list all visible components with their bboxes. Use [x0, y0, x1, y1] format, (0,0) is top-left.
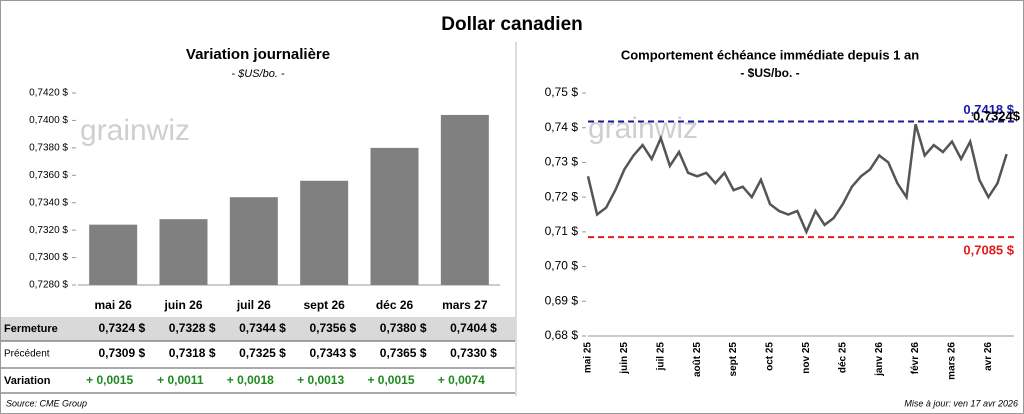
- x-tick-label: nov 25: [801, 342, 812, 374]
- table-cell: + 0,0015: [86, 373, 133, 387]
- table-cell: 0,7365 $: [380, 346, 427, 360]
- updated: Mise à jour: ven 17 avr 2026: [904, 398, 1018, 408]
- bar: [300, 180, 349, 285]
- y-tick-label: 0,70 $: [545, 259, 579, 273]
- value-label: 0,7328 $: [169, 321, 216, 335]
- bar: [159, 219, 208, 285]
- y-tick-label: 0,7320 $: [29, 225, 68, 236]
- reference-label: 0,7085 $: [963, 243, 1014, 258]
- y-tick-label: 0,7420 $: [29, 88, 68, 99]
- y-tick-label: 0,7380 $: [29, 142, 68, 153]
- table-cell: 0,7330 $: [450, 346, 497, 360]
- x-tick-label: mai 25: [583, 342, 594, 374]
- y-tick-label: 0,7400 $: [29, 115, 68, 126]
- chart-title: Variation journalière: [186, 46, 330, 63]
- bar: [440, 114, 489, 285]
- chart-subtitle: - $US/bo. -: [740, 66, 799, 80]
- y-tick-label: 0,68 $: [545, 328, 579, 342]
- x-tick-label: oct 25: [765, 342, 776, 371]
- row-label: Fermeture: [4, 323, 58, 335]
- y-tick-label: 0,7300 $: [29, 252, 68, 263]
- y-tick-label: 0,73 $: [545, 155, 579, 169]
- x-tick-label: mars 26: [947, 342, 958, 380]
- row-label: Variation: [4, 375, 51, 387]
- table-cell: 0,7343 $: [309, 346, 356, 360]
- y-tick-label: 0,71 $: [545, 224, 579, 238]
- y-tick-label: 0,7280 $: [29, 280, 68, 291]
- x-tick-label: juin 25: [619, 342, 630, 375]
- value-label: 0,7356 $: [309, 321, 356, 335]
- value-label: 0,7324 $: [98, 321, 145, 335]
- y-tick-label: 0,7360 $: [29, 170, 68, 181]
- x-tick-label: mars 27: [442, 298, 488, 312]
- bar: [370, 147, 419, 285]
- table-cell: 0,7309 $: [98, 346, 145, 360]
- reference-label: 0,7418 $: [963, 102, 1014, 117]
- y-tick-label: 0,7340 $: [29, 197, 68, 208]
- chart-title: Comportement échéance immédiate depuis 1…: [621, 47, 919, 62]
- value-label: 0,7404 $: [450, 321, 497, 335]
- x-tick-label: avr 26: [983, 342, 994, 371]
- x-tick-label: déc 26: [376, 298, 414, 312]
- watermark: grainwiz: [80, 114, 190, 147]
- table-cell: 0,7325 $: [239, 346, 286, 360]
- watermark: grainwiz: [588, 112, 698, 145]
- table-cell: + 0,0015: [367, 373, 414, 387]
- table-cell: + 0,0018: [227, 373, 274, 387]
- x-tick-label: juil 25: [655, 342, 666, 372]
- bar: [89, 224, 138, 285]
- x-tick-label: juil 26: [236, 298, 271, 312]
- row-label: Précédent: [4, 349, 50, 360]
- x-tick-label: août 25: [692, 342, 703, 377]
- table-cell: + 0,0011: [157, 373, 204, 387]
- x-tick-label: janv 26: [874, 342, 885, 377]
- x-tick-label: sept 26: [303, 298, 345, 312]
- x-tick-label: juin 26: [163, 298, 202, 312]
- table-cell: + 0,0013: [297, 373, 344, 387]
- y-tick-label: 0,69 $: [545, 293, 579, 307]
- line-series: [586, 123, 1008, 235]
- x-tick-label: sept 25: [728, 342, 739, 377]
- x-tick-label: mai 26: [94, 298, 132, 312]
- value-label: 0,7380 $: [380, 321, 427, 335]
- chart-subtitle: - $US/bo. -: [231, 68, 285, 80]
- annotation-leader: [999, 117, 1007, 121]
- table-cell: 0,7318 $: [169, 346, 216, 360]
- table-cell: + 0,0074: [438, 373, 485, 387]
- x-tick-label: déc 25: [837, 342, 848, 374]
- annotation: 0,7324$: [973, 108, 1021, 123]
- y-tick-label: 0,74 $: [545, 120, 579, 134]
- value-label: 0,7344 $: [239, 321, 286, 335]
- source: Source: CME Group: [6, 398, 87, 408]
- bar: [229, 197, 278, 285]
- x-tick-label: févr 26: [910, 342, 921, 375]
- main-title: Dollar canadien: [441, 14, 583, 35]
- fermeture-bg: [1, 317, 515, 341]
- y-tick-label: 0,72 $: [545, 189, 579, 203]
- y-tick-label: 0,75 $: [545, 85, 579, 99]
